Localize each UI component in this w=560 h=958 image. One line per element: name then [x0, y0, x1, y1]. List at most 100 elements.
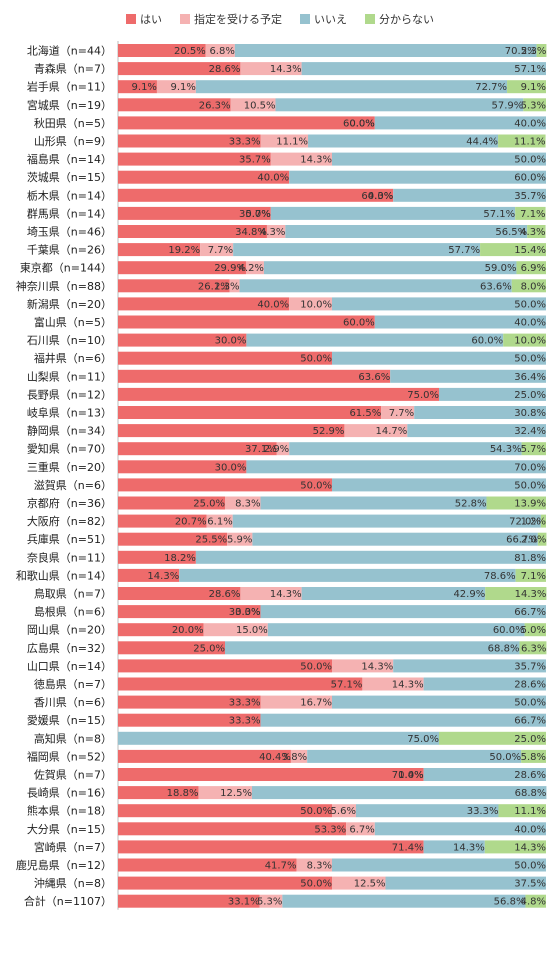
- data-label-yes: 57.1%: [331, 680, 363, 691]
- bar-segment-unknown: [498, 804, 546, 818]
- data-label-yes: 75.0%: [407, 390, 439, 401]
- data-label-planned: 6.8%: [209, 46, 234, 57]
- bar-segment-no: [374, 822, 546, 836]
- bar-segment-yes: [118, 695, 261, 709]
- data-label-planned: 15.0%: [236, 625, 268, 636]
- bar-segment-yes: [118, 315, 375, 329]
- bar-segment-yes: [118, 44, 206, 57]
- category-label: 福島県（n=14）: [27, 152, 112, 166]
- data-label-yes: 25.5%: [195, 535, 227, 546]
- category-label: 北海道（n=44）: [27, 44, 112, 58]
- data-label-unknown: 6.9%: [521, 263, 546, 274]
- bar-segment-no: [260, 605, 546, 619]
- data-label-no: 37.5%: [514, 879, 546, 890]
- data-label-yes: 40.0%: [257, 299, 289, 310]
- bar-segment-yes: [118, 460, 247, 474]
- bar-segment-no: [423, 840, 485, 854]
- data-label-no: 72.7%: [475, 82, 507, 93]
- bar-segment-yes: [118, 351, 332, 365]
- bar-segment-no: [234, 44, 537, 57]
- data-label-yes: 40.4%: [259, 752, 291, 763]
- data-label-yes: 71.4%: [392, 842, 424, 853]
- category-label: 三重県（n=20）: [27, 460, 112, 474]
- data-label-planned: 0.0%: [235, 607, 260, 618]
- bar-segment-no: [270, 206, 516, 220]
- bar-segment-yes: [118, 496, 225, 510]
- data-label-no: 57.1%: [483, 209, 515, 220]
- data-label-unknown: 11.1%: [514, 137, 546, 148]
- bar-segment-no: [118, 731, 439, 745]
- data-label-unknown: 7.1%: [521, 571, 546, 582]
- data-label-planned: 7.7%: [208, 245, 233, 256]
- bar-segment-planned: [260, 695, 332, 709]
- bar-segment-planned: [276, 442, 290, 456]
- data-label-planned: 4.2%: [239, 263, 264, 274]
- data-label-no: 60.0%: [514, 173, 546, 184]
- data-label-no: 50.0%: [514, 480, 546, 491]
- category-label: 石川県（n=10）: [27, 334, 112, 347]
- category-label: 兵庫県（n=51）: [27, 532, 112, 546]
- legend-swatch-unknown: [365, 14, 375, 24]
- bar-segment-unknown: [480, 243, 546, 257]
- category-label: 大分県（n=15）: [27, 822, 112, 836]
- data-label-yes: 29.9%: [214, 263, 246, 274]
- data-label-unknown: 5.0%: [521, 625, 546, 636]
- data-label-yes: 50.0%: [300, 354, 332, 365]
- data-label-planned: 0.0%: [245, 209, 270, 220]
- data-label-no: 60.0%: [471, 336, 503, 347]
- legend-swatch-no: [300, 14, 310, 24]
- data-label-yes: 60.0%: [343, 118, 375, 129]
- data-label-yes: 18.2%: [164, 553, 196, 564]
- category-label: 滋賀県（n=6）: [34, 479, 112, 492]
- legend-swatch-planned: [180, 14, 190, 24]
- data-label-yes: 50.0%: [300, 661, 332, 672]
- bar-segment-yes: [118, 641, 225, 655]
- data-label-yes: 30.0%: [215, 336, 247, 347]
- bar-segment-planned: [344, 424, 408, 438]
- data-label-no: 54.3%: [490, 444, 522, 455]
- data-label-no: 30.8%: [514, 408, 546, 419]
- bar-segment-unknown: [486, 496, 546, 510]
- data-label-no: 42.9%: [453, 589, 485, 600]
- data-label-unknown: 5.7%: [521, 444, 546, 455]
- bar-segment-planned: [266, 225, 286, 238]
- data-label-yes: 33.3%: [229, 137, 261, 148]
- legend-label-planned: 指定を受ける予定: [194, 13, 282, 26]
- bar-segment-yes: [118, 840, 424, 854]
- bar-segment-no: [263, 261, 517, 275]
- bar-segment-no: [260, 713, 546, 727]
- data-label-unknown: 13.9%: [514, 499, 546, 510]
- data-label-yes: 33.3%: [229, 607, 261, 618]
- data-label-yes: 35.7%: [239, 209, 271, 220]
- bar-segment-unknown: [540, 514, 546, 528]
- data-label-no: 75.0%: [407, 734, 439, 745]
- category-label: 山梨県（n=11）: [27, 369, 112, 383]
- bar-segment-no: [332, 351, 546, 365]
- bar-segment-unknown: [519, 641, 547, 655]
- category-label: 宮崎県（n=7）: [34, 840, 112, 854]
- data-label-unknown: 5.8%: [521, 752, 546, 763]
- data-label-no: 50.0%: [514, 155, 546, 166]
- bar-segment-yes: [118, 188, 394, 202]
- bar-segment-no: [332, 478, 546, 492]
- bar-segment-planned: [230, 98, 276, 112]
- category-label: 島根県（n=6）: [34, 605, 112, 619]
- bar-segment-no: [374, 315, 546, 329]
- bar-segment-yes: [118, 98, 231, 112]
- category-label: 長崎県（n=16）: [27, 786, 112, 800]
- bar-segment-unknown: [525, 894, 546, 908]
- category-label: 佐賀県（n=7）: [34, 768, 112, 782]
- bar-segment-planned: [362, 677, 424, 691]
- category-label: 群馬県（n=14）: [27, 206, 112, 220]
- category-label: 静岡県（n=34）: [27, 424, 112, 438]
- data-label-planned: 16.7%: [300, 698, 332, 709]
- data-label-planned: 12.5%: [354, 879, 386, 890]
- data-label-planned: 5.6%: [331, 806, 356, 817]
- data-label-unknown: 14.3%: [515, 589, 547, 600]
- bar-segment-no: [179, 568, 516, 582]
- data-label-no: 72.0%: [509, 517, 541, 528]
- bar-segment-planned: [290, 749, 308, 763]
- bar-segment-yes: [118, 587, 241, 600]
- bar-segment-planned: [229, 279, 240, 293]
- data-label-no: 40.0%: [514, 824, 546, 835]
